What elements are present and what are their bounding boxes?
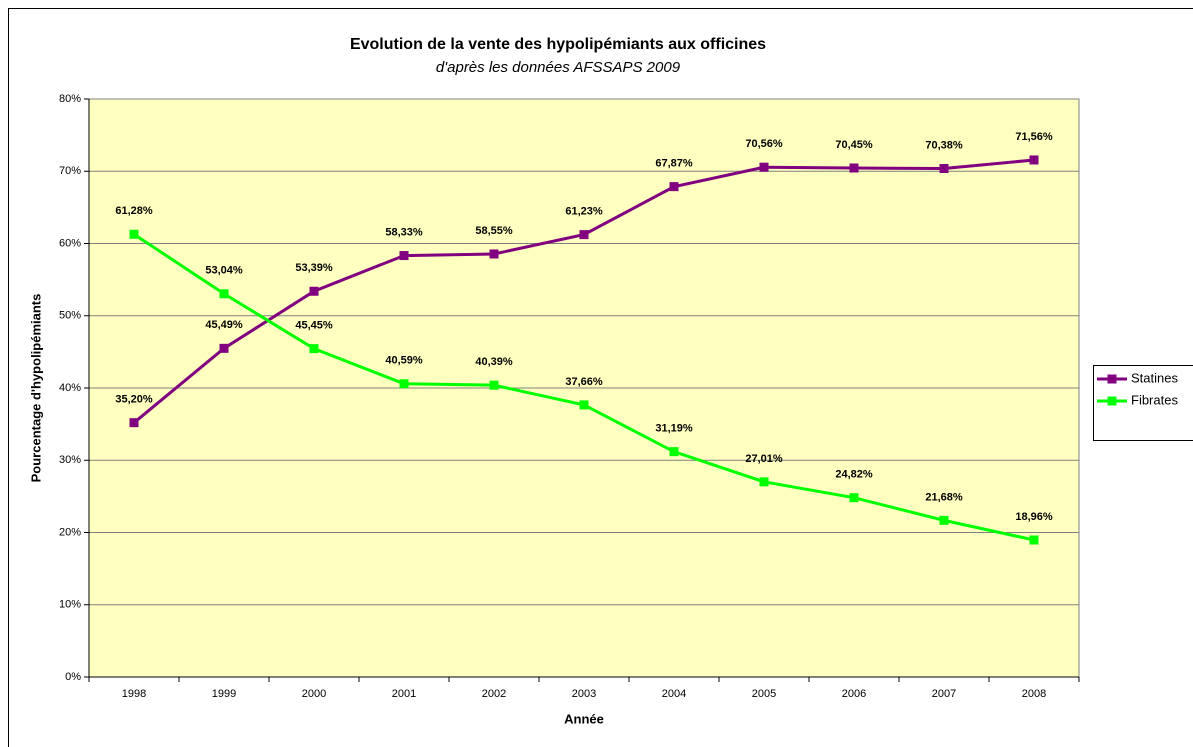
x-tick-label: 2000 [302, 688, 326, 700]
x-axis-label: Année [564, 711, 604, 726]
y-tick-label: 10% [59, 599, 81, 611]
data-label: 61,23% [565, 206, 603, 218]
data-label: 31,19% [655, 423, 693, 435]
data-label: 18,96% [1015, 511, 1053, 523]
legend-label: Statines [1131, 370, 1178, 385]
data-point [759, 477, 769, 487]
chart-title: Evolution de la vente des hypolipémiants… [350, 36, 766, 53]
x-tick-label: 2003 [572, 688, 596, 700]
data-label: 24,82% [835, 469, 873, 481]
y-tick-label: 80% [59, 93, 81, 105]
y-tick-label: 40% [59, 382, 81, 394]
data-label: 71,56% [1015, 131, 1053, 143]
chart-subtitle: d'après les données AFSSAPS 2009 [436, 59, 681, 76]
data-label: 45,49% [205, 319, 243, 331]
y-tick-label: 60% [59, 237, 81, 249]
x-tick-label: 1999 [212, 688, 236, 700]
y-tick-label: 30% [59, 454, 81, 466]
data-point [219, 289, 229, 299]
data-label: 70,38% [925, 139, 963, 151]
data-label: 45,45% [295, 320, 333, 332]
data-point [669, 447, 679, 457]
data-point [399, 379, 409, 389]
x-tick-label: 2006 [842, 688, 866, 700]
data-point [849, 493, 859, 503]
data-label: 70,56% [745, 138, 783, 150]
y-tick-label: 50% [59, 310, 81, 322]
y-tick-label: 0% [65, 671, 81, 683]
data-point [489, 380, 499, 390]
data-label: 53,04% [205, 265, 243, 277]
data-label: 21,68% [925, 491, 963, 503]
data-point [939, 515, 949, 525]
data-point [309, 344, 319, 354]
legend-marker [1107, 374, 1117, 384]
data-label: 70,45% [835, 139, 873, 151]
data-point [129, 229, 139, 239]
legend-marker [1107, 396, 1117, 406]
data-label: 58,55% [475, 225, 513, 237]
y-tick-label: 20% [59, 526, 81, 538]
x-tick-label: 2008 [1022, 688, 1046, 700]
data-label: 40,59% [385, 355, 423, 367]
y-axis-label: Pourcentage d'hypolipémiants [28, 294, 43, 483]
data-point [849, 163, 859, 173]
data-label: 58,33% [385, 226, 423, 238]
data-point [129, 418, 139, 428]
data-label: 35,20% [115, 394, 153, 406]
data-label: 27,01% [745, 453, 783, 465]
data-point [489, 249, 499, 259]
data-point [759, 162, 769, 172]
x-tick-label: 1998 [122, 688, 146, 700]
data-point [669, 182, 679, 192]
x-tick-label: 2004 [662, 688, 686, 700]
data-label: 53,39% [295, 262, 333, 274]
legend-label: Fibrates [1131, 392, 1178, 407]
x-tick-label: 2005 [752, 688, 776, 700]
data-point [309, 286, 319, 296]
data-point [1029, 155, 1039, 165]
data-point [579, 400, 589, 410]
data-point [1029, 535, 1039, 545]
x-tick-label: 2007 [932, 688, 956, 700]
data-label: 37,66% [565, 376, 603, 388]
data-point [939, 164, 949, 174]
x-tick-label: 2001 [392, 688, 416, 700]
data-point [579, 230, 589, 240]
data-point [219, 343, 229, 353]
data-label: 61,28% [115, 205, 153, 217]
data-label: 67,87% [655, 158, 693, 170]
y-tick-label: 70% [59, 165, 81, 177]
data-label: 40,39% [475, 356, 513, 368]
data-point [399, 251, 409, 261]
x-tick-label: 2002 [482, 688, 506, 700]
